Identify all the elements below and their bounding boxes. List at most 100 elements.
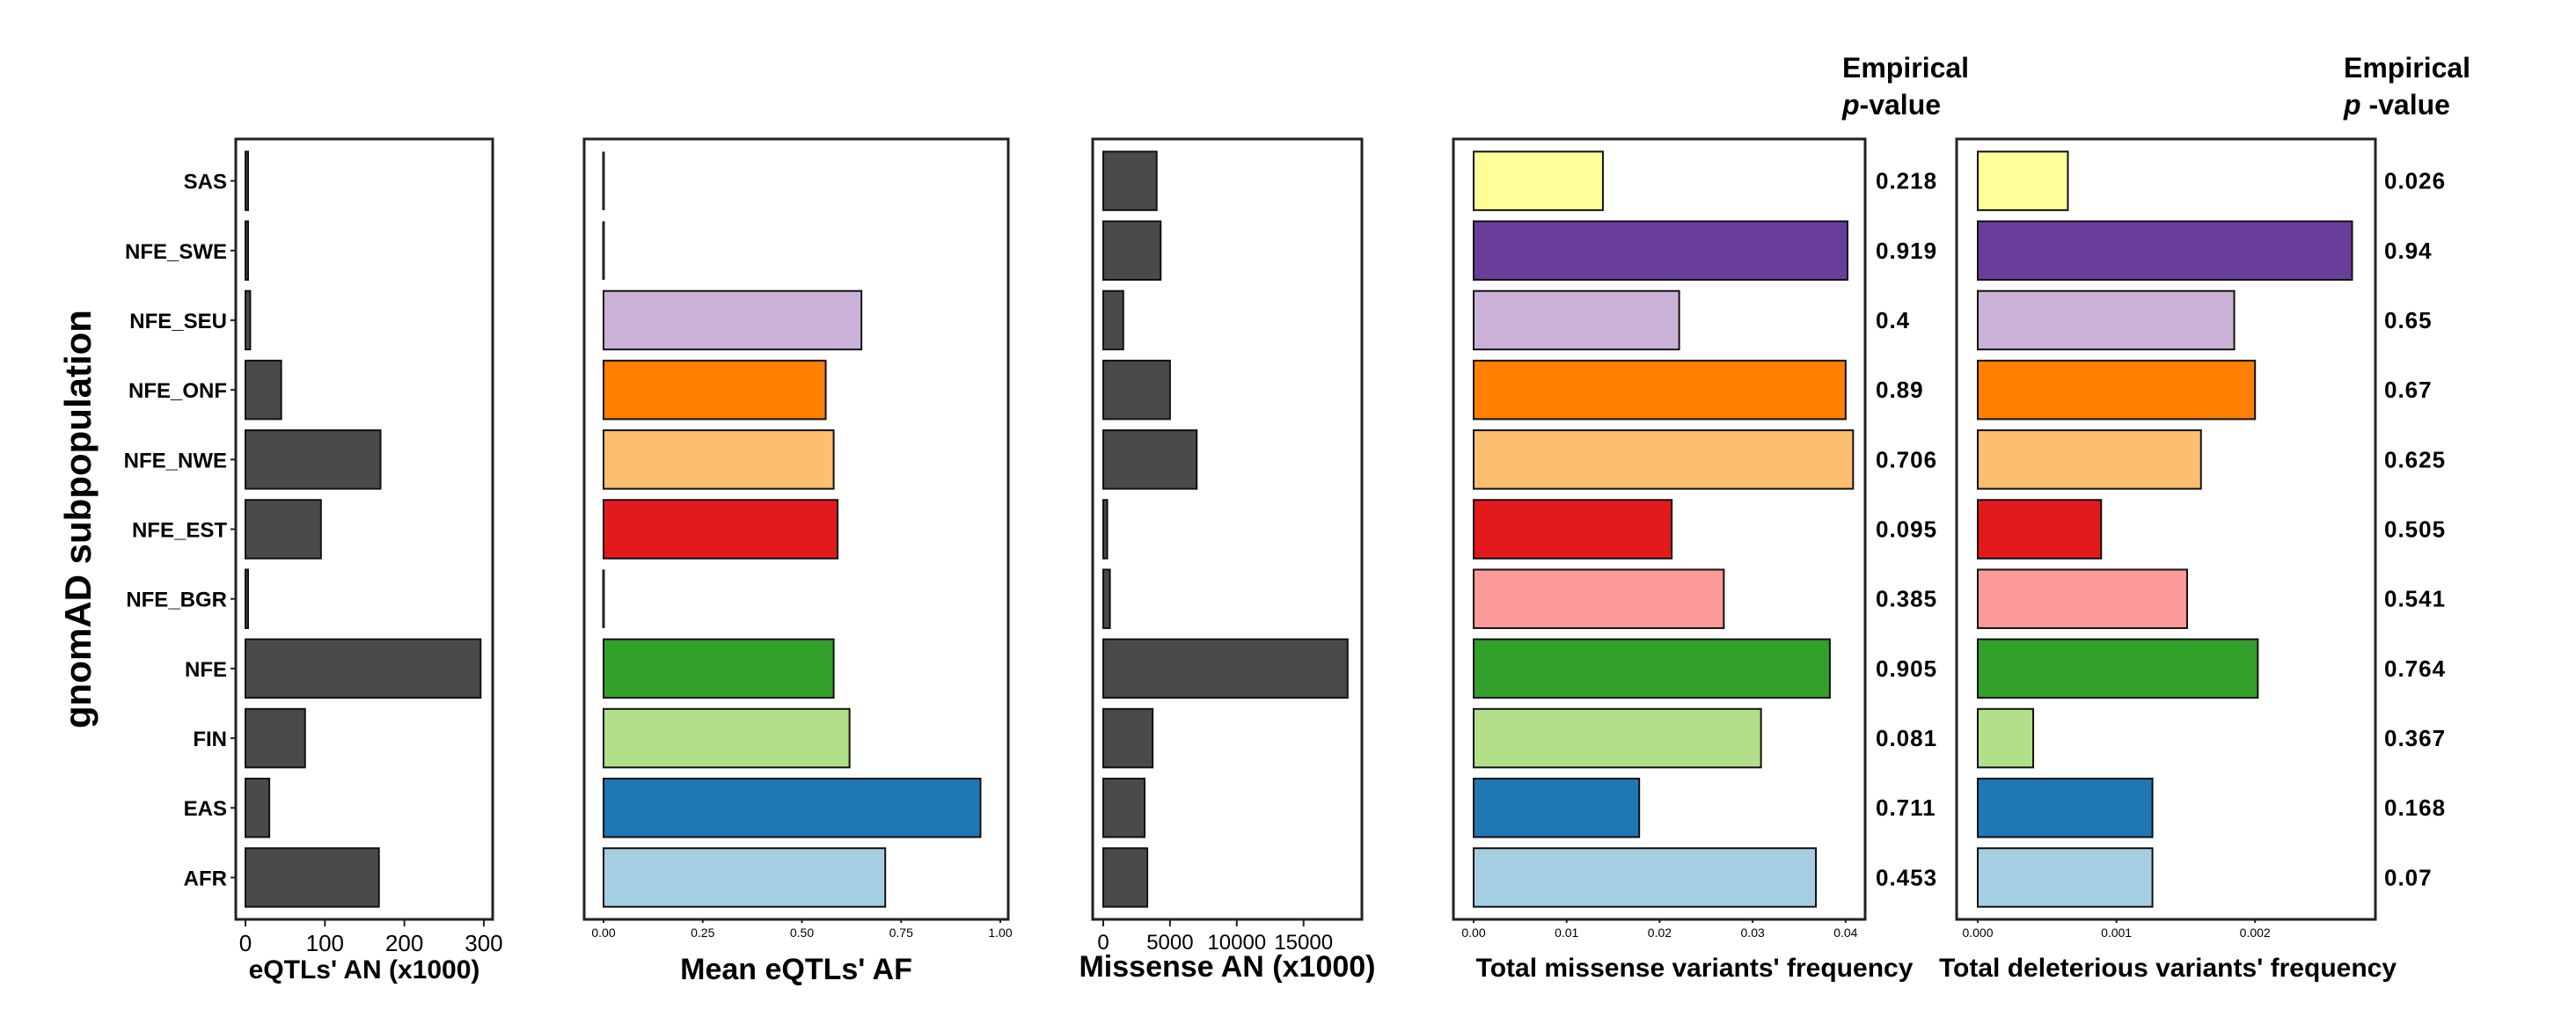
bar-FIN (1102, 707, 1154, 769)
bar-SAS (1473, 150, 1604, 211)
x-tick-label: 15000 (1274, 931, 1333, 955)
pvalue-header-line1: Empirical (2344, 52, 2470, 84)
x-tick-label: 200 (385, 930, 423, 956)
bar-EAS (603, 777, 982, 838)
panel-frame (582, 137, 1010, 921)
category-label: AFR (184, 867, 227, 890)
y-axis-title: gnomAD subpopulation (57, 310, 99, 728)
bar-AFR (245, 847, 380, 908)
x-tick-label: 0 (1097, 931, 1109, 955)
pvalue-label: 0.711 (1876, 794, 1936, 821)
pvalue-label: 0.541 (2384, 586, 2446, 612)
x-tick-label: 5000 (1146, 931, 1193, 955)
x-tick-label: 0.25 (691, 926, 714, 940)
bar-NFE_ONF (245, 359, 282, 421)
chart-panel-5: 0.026 0.94 0.65 0.67 0.625 0.505 0.541 0.764 0.3… (1939, 137, 2446, 983)
pvalue-label: 0.07 (2384, 864, 2433, 890)
bar-FIN (245, 707, 306, 769)
pvalue-header-rest: -value (1860, 89, 1941, 121)
bar-NFE_ONF (1102, 359, 1171, 421)
bar-NFE (1102, 638, 1349, 699)
x-tick-label: 1.00 (988, 926, 1012, 940)
bar-NFE_EST (1473, 499, 1673, 560)
pvalue-header-line2: p-value (1841, 89, 1941, 121)
chart-panel-1: SAS NFE_SWE NFE_SEU NFE_ONF NFE_NWE NFE_EST NF… (124, 137, 503, 984)
category-label: NFE_ONF (128, 379, 227, 403)
pvalue-label: 0.919 (1876, 238, 1937, 264)
x-tick-label: 0.04 (1833, 926, 1857, 940)
pvalue-label: 0.89 (1876, 377, 1924, 403)
pvalue-label: 0.081 (1876, 725, 1937, 751)
pvalue-label: 0.385 (1876, 586, 1937, 612)
pvalue-label: 0.026 (2384, 168, 2446, 194)
bar-NFE_ONF (603, 359, 827, 421)
bar-FIN (603, 707, 851, 769)
bar-FIN (1977, 707, 2035, 769)
x-axis-label: Missense AN (x1000) (1079, 950, 1375, 984)
bar-NFE_SEU (603, 289, 863, 351)
bar-NFE_NWE (1977, 429, 2202, 490)
bar-NFE (1977, 638, 2259, 699)
bar-NFE_EST (1977, 499, 2103, 560)
pvalue-label: 0.67 (2384, 377, 2433, 403)
bar-NFE (603, 638, 835, 699)
bar-AFR (1977, 847, 2154, 908)
bar-NFE (1473, 638, 1831, 699)
bar-EAS (1473, 777, 1641, 838)
bar-AFR (1102, 847, 1149, 908)
bar-NFE (245, 638, 482, 699)
pvalue-header-line2: p -value (2343, 89, 2450, 121)
category-label: NFE_EST (132, 519, 227, 543)
category-label: FIN (193, 728, 227, 751)
pvalue-label: 0.706 (1876, 446, 1937, 472)
category-label: SAS (184, 171, 227, 194)
pvalue-label: 0.4 (1876, 307, 1910, 333)
bar-FIN (1473, 707, 1762, 769)
bar-NFE_EST (1102, 499, 1109, 560)
pvalue-label: 0.65 (2384, 307, 2433, 333)
bar-AFR (1473, 847, 1818, 908)
pvalue-label: 0.764 (2384, 655, 2446, 682)
x-tick-label: 0.50 (790, 926, 814, 940)
pvalue-label: 0.505 (2384, 516, 2446, 543)
bar-NFE_NWE (1102, 429, 1198, 490)
category-label: NFE_SEU (129, 310, 227, 333)
bar-NFE_SEU (245, 289, 252, 351)
pvalue-label: 0.168 (2384, 794, 2446, 821)
bar-NFE_NWE (603, 429, 835, 490)
bar-AFR (603, 847, 887, 908)
x-axis-label: Total missense variants' frequency (1476, 954, 1914, 983)
bar-NFE_SEU (1473, 289, 1680, 351)
bar-NFE_SWE (245, 220, 249, 282)
pvalue-label: 0.367 (2384, 725, 2446, 751)
bar-EAS (1102, 777, 1146, 838)
panel-frame (1955, 137, 2377, 921)
pvalue-label: 0.095 (1876, 516, 1937, 543)
category-label: NFE_BGR (126, 589, 227, 612)
bar-NFE_SEU (1102, 289, 1124, 351)
panel-frame (1091, 137, 1364, 921)
bar-SAS (245, 150, 249, 211)
bar-NFE_BGR (1102, 568, 1111, 629)
pvalue-label: 0.94 (2384, 238, 2433, 264)
x-tick-label: 0.00 (591, 926, 615, 940)
x-tick-label: 0.00 (1461, 926, 1485, 940)
pvalue-label: 0.218 (1876, 168, 1937, 194)
bar-NFE_SWE (1102, 220, 1162, 282)
x-tick-label: 0.75 (889, 926, 913, 940)
pvalue-header-missense: Empirical p-value (1841, 52, 1969, 121)
pvalue-label: 0.625 (2384, 446, 2446, 472)
x-axis-label: Total deleterious variants' frequency (1939, 954, 2397, 983)
bar-NFE_SEU (1977, 289, 2236, 351)
category-label: EAS (184, 797, 227, 821)
bar-NFE_EST (603, 499, 839, 560)
bar-NFE_ONF (1473, 359, 1847, 421)
pvalue-header-rest: -value (2361, 89, 2450, 121)
pvalue-label: 0.453 (1876, 864, 1937, 890)
bar-NFE_SWE (1473, 220, 1848, 282)
bar-NFE_BGR (1473, 568, 1725, 629)
pvalue-header-p: p (2343, 89, 2361, 121)
pvalue-header-deleterious: Empirical p -value (2343, 52, 2470, 121)
pvalue-header-p: p (1841, 89, 1860, 121)
